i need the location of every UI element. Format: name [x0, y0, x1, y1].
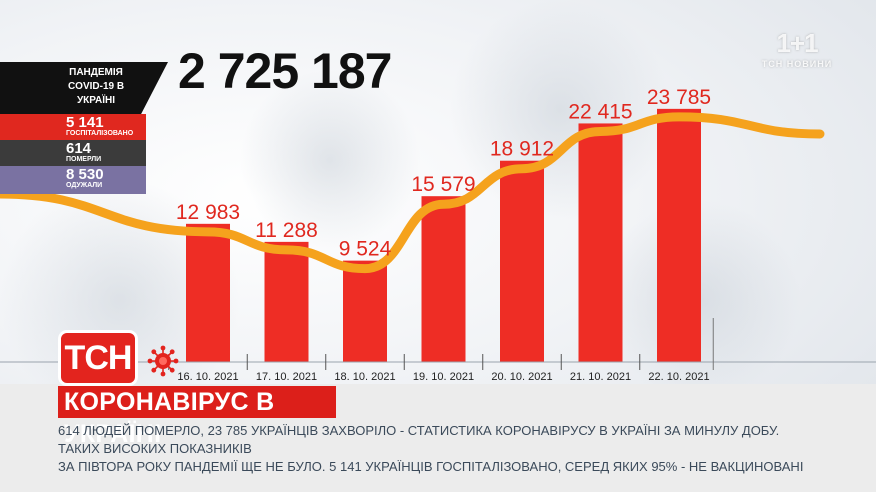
x-tick-label-5: 20. 10. 2021: [491, 371, 552, 383]
value-label-7: 23 785: [647, 86, 711, 109]
ticker-line-2: за півтора року пандемії ще не було. 5 1…: [58, 459, 804, 474]
x-tick-label-2: 17. 10. 2021: [256, 371, 317, 383]
bar-5: [500, 160, 544, 362]
value-label-2: 11 288: [255, 219, 318, 242]
recovered-stat: 8 530 ОДУЖАЛИ: [0, 166, 146, 194]
bar-2: [264, 241, 309, 362]
bar-6: [578, 123, 623, 362]
died-stat: 614 ПОМЕРЛИ: [0, 140, 146, 166]
value-label-4: 15 579: [411, 173, 475, 196]
value-label-6: 22 415: [568, 100, 632, 123]
watermark-subtitle: ТСН НОВИНИ: [761, 59, 833, 69]
value-label-3: 9 524: [339, 238, 392, 261]
recovered-value: 8 530: [66, 166, 104, 183]
pandemic-panel-title-text: ПАНДЕМІЯ COVID-19 В УКРАЇНІ: [67, 67, 125, 106]
died-label: ПОМЕРЛИ: [66, 156, 102, 163]
virus-icon: [147, 345, 179, 377]
recovered-label: ОДУЖАЛИ: [66, 182, 103, 189]
ticker-line-1: 614 людей померло, 23 785 українців захв…: [58, 423, 780, 456]
x-tick-label-7: 22. 10. 2021: [648, 371, 709, 383]
died-value: 614: [66, 140, 92, 157]
hospitalized-value: 5 141: [66, 114, 104, 131]
tsn-logo: ТСН: [58, 330, 138, 386]
pandemic-panel-title: ПАНДЕМІЯ COVID-19 В УКРАЇНІ: [0, 62, 168, 114]
value-label-5: 18 912: [490, 138, 554, 161]
bars-layer: [186, 108, 701, 362]
x-tick-label-1: 16. 10. 2021: [177, 371, 238, 383]
value-label-1: 12 983: [176, 201, 240, 224]
channel-watermark: 1+1 ТСН НОВИНИ: [752, 28, 842, 69]
trend-layer: [0, 112, 825, 274]
headline: КОРОНАВІРУС В УКРАЇНІ: [58, 386, 336, 448]
x-tick-label-6: 21. 10. 2021: [570, 371, 631, 383]
x-tick-label-4: 19. 10. 2021: [413, 371, 474, 383]
axis-layer: 16. 10. 2021 17. 10. 2021 18. 10. 2021 19. …: [0, 318, 876, 383]
bar-1: [186, 223, 230, 362]
news-ticker: 614 людей померло, 23 785 українців захв…: [58, 422, 818, 476]
hospitalized-stat: 5 141 ГОСПІТАЛІЗОВАНО: [0, 114, 146, 140]
bar-4: [421, 196, 466, 362]
x-tick-label-3: 18. 10. 2021: [334, 371, 395, 383]
bar-7: [657, 108, 701, 362]
total-cases: 2 725 187: [178, 43, 392, 99]
trend-line: [0, 112, 825, 274]
labels-layer: 12 983 11 288 9 524 15 579 18 912 22 415 23 78…: [176, 86, 711, 261]
hospitalized-label: ГОСПІТАЛІЗОВАНО: [66, 130, 134, 137]
bar-3: [343, 260, 387, 362]
watermark-logo: 1+1: [776, 28, 818, 58]
